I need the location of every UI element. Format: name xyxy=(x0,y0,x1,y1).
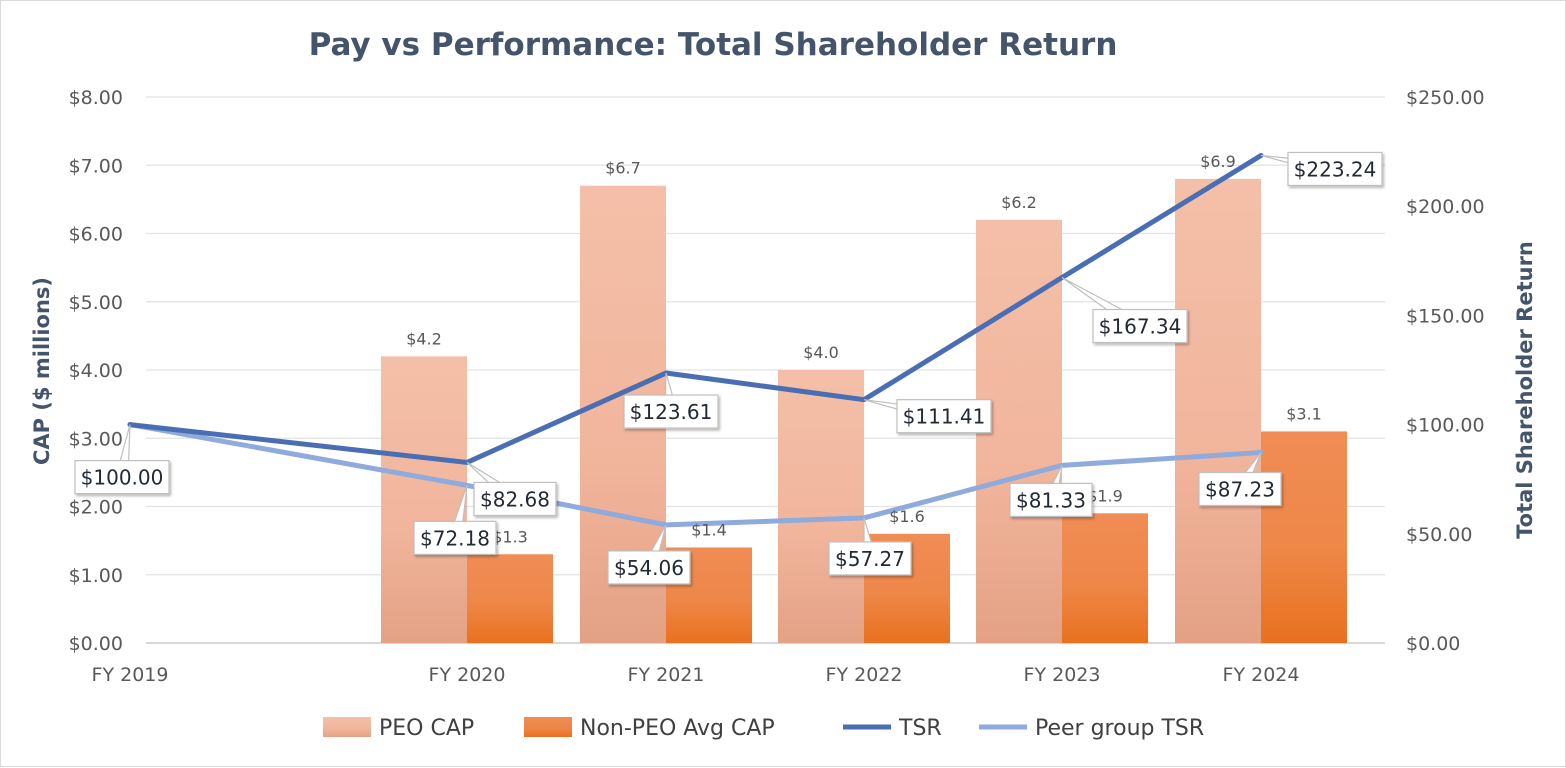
callout-box xyxy=(1009,482,1093,517)
tsr-data-label-callout: $123.61 xyxy=(623,372,719,429)
y-tick-label: $5.00 xyxy=(69,292,123,314)
tsr-data-label-callout: $82.68 xyxy=(466,461,557,517)
callout-box xyxy=(828,541,912,576)
legend-peer-group-tsr: Peer group TSR xyxy=(979,716,1204,741)
lines xyxy=(127,152,1264,528)
peo-cap-data-label: $6.7 xyxy=(605,159,641,178)
non-peo-cap-bar xyxy=(467,554,553,643)
tsr-data-label: $223.24 xyxy=(1294,157,1377,181)
y-axis-title: CAP ($ millions) xyxy=(30,277,54,465)
peer-group-tsr-line xyxy=(127,422,1264,528)
peo-cap-data-label: $6.2 xyxy=(1001,193,1037,212)
callout-box xyxy=(413,520,497,555)
x-tick-label: FY 2020 xyxy=(429,664,506,686)
y-tick-label: $6.00 xyxy=(69,224,123,246)
peo-cap-data-label: $4.0 xyxy=(803,343,839,362)
non-peo-cap-bar xyxy=(1062,513,1148,643)
legend-swatch xyxy=(524,717,572,737)
tsr-data-label: $82.68 xyxy=(480,487,550,511)
y-tick-label: $0.00 xyxy=(69,633,123,655)
legend-tsr: TSR xyxy=(843,716,942,741)
y-tick-label: $1.00 xyxy=(69,565,123,587)
peo-cap-bar xyxy=(381,356,467,643)
y-tick-label: $3.00 xyxy=(69,428,123,450)
axes: $0.00 $1.00 $2.00 $3.00 $4.00 $5.00 $6.00 $7.00… xyxy=(69,87,1485,686)
tsr-data-label-callout: $100.00 xyxy=(74,424,170,495)
tsr-data-label-callout: $223.24 xyxy=(1260,151,1383,187)
x-tick-label: FY 2024 xyxy=(1223,664,1300,686)
legend-non-peo-avg-cap: Non-PEO Avg CAP xyxy=(524,716,775,741)
peer-group-tsr-data-label: $57.27 xyxy=(835,547,905,571)
y-tick-label: $2.00 xyxy=(69,497,123,519)
peo-cap-data-label: $4.2 xyxy=(406,329,442,348)
callout-box xyxy=(74,460,170,495)
tsr-data-label: $123.61 xyxy=(630,400,713,424)
legend-peo-cap: PEO CAP xyxy=(323,716,474,741)
callout-box xyxy=(623,394,719,429)
legend: PEO CAP Non-PEO Avg CAP TSR Peer group TSR xyxy=(323,716,1204,741)
non-peo-cap-bar xyxy=(1261,431,1347,643)
legend-swatch xyxy=(323,717,371,737)
tsr-data-label-callout: $167.34 xyxy=(1061,277,1188,344)
legend-label: PEO CAP xyxy=(379,716,474,741)
gridlines xyxy=(146,96,1385,644)
peer-group-tsr-data-label-callout: $87.23 xyxy=(1198,452,1282,507)
y2-tick-label: $200.00 xyxy=(1406,196,1485,218)
y2-tick-label: $100.00 xyxy=(1406,415,1485,437)
callout-box xyxy=(1287,151,1383,187)
chart-title: Pay vs Performance: Total Shareholder Re… xyxy=(309,27,1118,63)
peer-group-tsr-data-label: $54.06 xyxy=(614,556,684,580)
y2-axis-title: Total Shareholder Return xyxy=(1513,241,1537,539)
legend-label: Non-PEO Avg CAP xyxy=(580,716,775,741)
y-tick-label: $4.00 xyxy=(69,360,123,382)
callout-box xyxy=(896,399,992,434)
y2-tick-label: $0.00 xyxy=(1406,633,1460,655)
tsr-data-label: $100.00 xyxy=(81,466,164,490)
non-peo-cap-data-label: $1.4 xyxy=(691,520,727,539)
callout-box xyxy=(473,481,557,517)
non-peo-cap-data-label: $1.3 xyxy=(492,527,528,546)
y2-tick-label: $50.00 xyxy=(1406,524,1472,546)
x-tick-label: FY 2019 xyxy=(92,664,169,686)
x-tick-label: FY 2023 xyxy=(1024,664,1101,686)
callout-box xyxy=(1092,308,1188,344)
y-tick-label: $8.00 xyxy=(69,87,123,109)
peer-group-tsr-data-label-callout: $72.18 xyxy=(413,485,497,555)
callout-box xyxy=(1198,471,1282,507)
tsr-data-label: $111.41 xyxy=(903,405,986,429)
tsr-line xyxy=(127,152,1264,465)
callout-box xyxy=(607,550,691,585)
peer-group-tsr-data-label: $87.23 xyxy=(1205,477,1275,501)
peer-group-tsr-data-label-callout: $81.33 xyxy=(1009,465,1093,517)
peo-cap-data-label: $6.9 xyxy=(1200,152,1236,171)
non-peo-cap-data-label: $1.9 xyxy=(1087,486,1123,505)
peer-group-tsr-data-label-callout: $57.27 xyxy=(828,517,912,576)
peo-cap-bar xyxy=(778,370,864,643)
legend-label: TSR xyxy=(898,716,942,741)
y-tick-label: $7.00 xyxy=(69,155,123,177)
x-tick-label: FY 2021 xyxy=(628,664,705,686)
x-tick-label: FY 2022 xyxy=(826,664,903,686)
tsr-data-label: $167.34 xyxy=(1099,315,1182,339)
tsr-data-label-callout: $111.41 xyxy=(863,399,992,434)
peer-group-tsr-data-label: $72.18 xyxy=(420,526,490,550)
peo-cap-bar xyxy=(1175,178,1261,643)
peer-group-tsr-data-label-callout: $54.06 xyxy=(607,524,691,585)
legend-label: Peer group TSR xyxy=(1035,716,1204,741)
non-peo-cap-data-label: $1.6 xyxy=(889,507,925,526)
y2-tick-label: $150.00 xyxy=(1406,305,1485,327)
non-peo-cap-data-label: $3.1 xyxy=(1286,404,1322,423)
peer-group-tsr-data-label: $81.33 xyxy=(1016,488,1086,512)
data-labels: $4.2 $6.7 $4.0 $6.2 $6.9 $1.3 $1.4 $1.6 $1.9 $3.1… xyxy=(74,151,1383,585)
y2-tick-label: $250.00 xyxy=(1406,87,1485,109)
